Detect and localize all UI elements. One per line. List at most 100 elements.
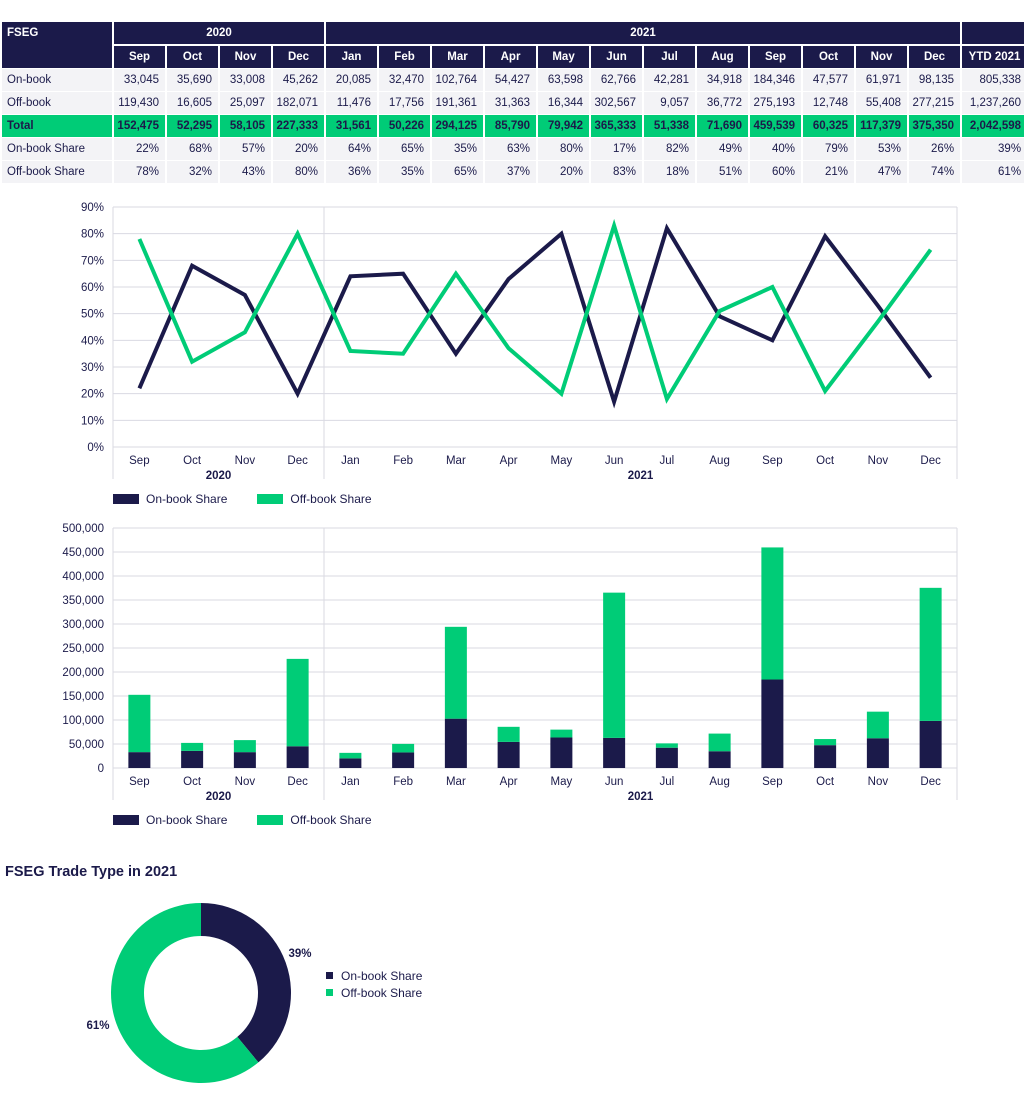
y-tick-label: 150,000: [62, 691, 104, 703]
row-label: Off-book: [2, 91, 112, 114]
table-year-row: FSEG 2020 2021: [2, 22, 1024, 68]
bar-segment-on-book: [866, 738, 889, 768]
x-tick-label: Sep: [762, 776, 782, 788]
pie-legend-swatch-on-book: [326, 972, 333, 979]
legend-swatch-on-book: [113, 815, 139, 825]
row-label: On-book Share: [2, 137, 112, 160]
table-cell: 52,295: [167, 114, 218, 137]
month-header-9: Jun: [591, 44, 643, 68]
bar-segment-on-book: [919, 720, 942, 768]
bar-segment-off-book: [708, 733, 731, 752]
table-row: On-book 33,045 35,690 33,008 45,262 20,085 32,…: [2, 68, 1024, 91]
month-header-10: Jul: [644, 44, 696, 68]
month-header-3: Dec: [273, 44, 325, 68]
x-tick-label: Jul: [660, 776, 675, 788]
bar-segment-off-book: [444, 626, 467, 719]
table-cell: 16,344: [538, 91, 590, 114]
table-cell: 51,338: [644, 114, 696, 137]
x-tick-label: Jul: [660, 455, 675, 467]
pie-legend-label-on-book: On-book Share: [341, 968, 423, 983]
y-tick-label: 90%: [81, 202, 104, 214]
table-cell: 36%: [326, 160, 378, 183]
ytd-cell: 805,338: [962, 68, 1024, 91]
bar-segment-off-book: [655, 743, 678, 748]
series-line-off-book: [137, 218, 933, 404]
table-cell: 80%: [273, 160, 325, 183]
pie-legend-item-on-book: On-book Share: [326, 967, 422, 984]
row-label: On-book: [2, 68, 112, 91]
x-tick-label: Sep: [129, 776, 149, 788]
bar-segment-off-book: [128, 694, 151, 753]
y-tick-label: 300,000: [62, 619, 104, 631]
table-cell: 64%: [326, 137, 378, 160]
month-header-12: Sep: [750, 44, 802, 68]
table-cell: 302,567: [591, 91, 643, 114]
slice-label-on-book: 39%: [288, 948, 311, 960]
table-cell: 184,346: [750, 68, 802, 91]
x-tick-label: Nov: [868, 776, 889, 788]
volume-bar-chart: 0 50,000 100,000 150,000 200,000 250,000 300,0…: [62, 523, 958, 803]
bar-segment-on-book: [655, 747, 678, 768]
bar-segment-on-book: [128, 752, 151, 768]
pie-legend-item-off-book: Off-book Share: [326, 984, 422, 1001]
pie-legend-label-off-book: Off-book Share: [341, 985, 423, 1000]
month-header-2: Nov: [220, 44, 271, 68]
legend-label-off-book: Off-book Share: [290, 492, 372, 506]
table-cell: 21%: [803, 160, 855, 183]
ytd-header-spacer: [962, 22, 1024, 44]
table-corner-header: FSEG: [2, 22, 112, 68]
data-table: FSEG 2020 2021 Sep Oct Nov Dec Jan Feb Mar Apr M…: [0, 22, 1024, 183]
y-tick-label: 50,000: [69, 739, 104, 751]
table-cell: 33,008: [220, 68, 271, 91]
table-cell: 79%: [803, 137, 855, 160]
bar-segment-off-book: [497, 726, 520, 742]
table-cell: 17%: [591, 137, 643, 160]
x-tick-label: Aug: [709, 776, 729, 788]
y-tick-label: 30%: [81, 362, 104, 374]
y-tick-label: 100,000: [62, 715, 104, 727]
y-tick-label: 0: [98, 763, 104, 775]
year-group-label: 2021: [628, 470, 654, 482]
x-tick-label: Oct: [183, 776, 202, 788]
legend-label-off-book: Off-book Share: [290, 813, 372, 827]
x-tick-label: Oct: [816, 455, 835, 467]
table-row: Off-book Share 78% 32% 43% 80% 36% 35% 65% 37% 20…: [2, 160, 1024, 183]
table-cell: 31,561: [326, 114, 378, 137]
table-cell: 82%: [644, 137, 696, 160]
pie-chart-title: FSEG Trade Type in 2021: [5, 864, 178, 880]
table-cell: 63%: [485, 137, 537, 160]
donut-slice-off-book: [111, 903, 259, 1083]
table-cell: 26%: [909, 137, 961, 160]
x-tick-label: Dec: [920, 455, 941, 467]
share-line-chart: 0% 10% 20% 30% 40% 50% 60% 70% 80% 90% Sep Oct Nov De…: [81, 202, 958, 482]
y-tick-label: 500,000: [62, 523, 104, 535]
legend-item-on-book: On-book Share: [113, 492, 227, 506]
table-cell: 85,790: [485, 114, 537, 137]
pie-chart-legend: On-book Share Off-book Share: [326, 967, 422, 1001]
y-tick-label: 60%: [81, 282, 104, 294]
month-header-7: Apr: [485, 44, 537, 68]
year-group-label: 2021: [628, 791, 654, 803]
y-tick-label: 40%: [81, 335, 104, 347]
legend-item-off-book: Off-book Share: [257, 492, 372, 506]
table-cell: 47%: [856, 160, 908, 183]
table-cell: 36,772: [697, 91, 749, 114]
x-tick-label: Feb: [393, 776, 413, 788]
table-cell: 152,475: [114, 114, 165, 137]
table-cell: 68%: [167, 137, 218, 160]
x-tick-label: Oct: [183, 455, 202, 467]
bar-segment-off-book: [339, 752, 362, 759]
bar-segment-on-book: [233, 752, 256, 768]
bar-segment-on-book: [286, 746, 309, 768]
table-cell: 45,262: [273, 68, 325, 91]
table-row: Total 152,475 52,295 58,105 227,333 31,561 50,…: [2, 114, 1024, 137]
donut-slice-on-book: [201, 903, 292, 1063]
table-cell: 32,470: [379, 68, 431, 91]
table-row: On-book Share 22% 68% 57% 20% 64% 65% 35% 63% 80%…: [2, 137, 1024, 160]
trade-type-donut-chart: 39% 61%: [86, 903, 312, 1083]
bar-segment-off-book: [761, 547, 784, 680]
legend-swatch-off-book: [257, 494, 284, 504]
table-cell: 16,605: [167, 91, 218, 114]
table-cell: 98,135: [909, 68, 961, 91]
table-cell: 37%: [485, 160, 537, 183]
